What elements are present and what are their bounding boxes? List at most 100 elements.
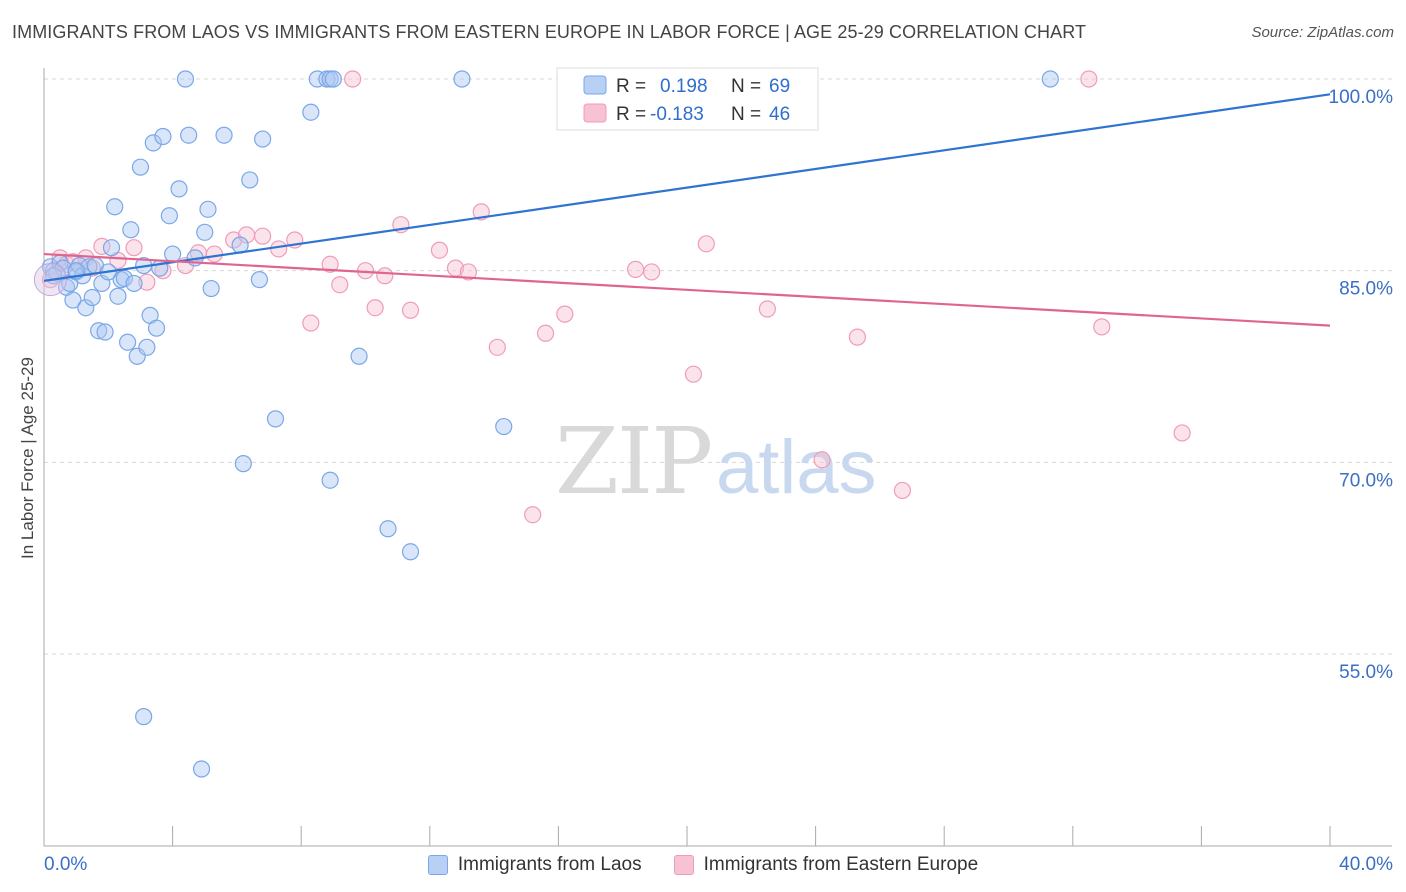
- point-eastern-europe-30: [459, 263, 477, 281]
- point-laos-57: [350, 347, 368, 365]
- watermark: ZIP atlas: [555, 408, 877, 515]
- point-laos-11: [77, 299, 95, 317]
- chart-source: Source: ZipAtlas.com: [1251, 24, 1394, 41]
- point-laos-15: [90, 322, 108, 340]
- point-laos-43: [202, 279, 220, 298]
- point-eastern-europe-40: [697, 235, 715, 253]
- point-laos-13: [83, 288, 101, 307]
- point-laos-23: [118, 333, 137, 351]
- point-laos-48: [250, 271, 269, 289]
- legend-r-value-laos: 0.198: [660, 76, 708, 97]
- watermark-zip: ZIP: [555, 408, 711, 515]
- point-laos-39: [180, 126, 198, 144]
- point-laos-27: [131, 158, 150, 176]
- axes: [43, 68, 1392, 847]
- point-eastern-europe-22: [344, 70, 362, 88]
- point-laos-35: [160, 207, 178, 225]
- trend-line-laos: [43, 93, 1331, 282]
- legend-n-value-eastern-europe: 46: [769, 104, 790, 125]
- point-laos-63: [1041, 70, 1059, 88]
- point-eastern-europe-45: [893, 481, 912, 500]
- legend-swatch-laos: [583, 75, 607, 95]
- point-eastern-europe-37: [643, 263, 661, 281]
- legend-r-label-laos: R =: [616, 76, 646, 97]
- point-laos-37: [170, 180, 188, 198]
- legend-label-laos: Immigrants from Laos: [457, 854, 642, 875]
- point-eastern-europe-13: [205, 245, 223, 263]
- legend-r-value-eastern-europe: -0.183: [650, 104, 704, 125]
- point-laos-61: [495, 417, 513, 436]
- point-eastern-europe-32: [488, 338, 506, 356]
- legend-series: Immigrants from Laos Immigrants from Eas…: [0, 852, 1406, 878]
- point-eastern-europe-17: [270, 240, 288, 258]
- point-eastern-europe-8: [125, 239, 143, 257]
- point-laos-7: [64, 291, 82, 309]
- point-laos-51: [302, 103, 320, 121]
- point-laos-47: [241, 171, 259, 189]
- point-eastern-europe-43: [813, 451, 831, 469]
- watermark-atlas: atlas: [716, 425, 877, 510]
- point-laos-20: [109, 287, 127, 305]
- y-tick-label-0: 100.0%: [1329, 87, 1394, 108]
- point-eastern-europe-35: [556, 305, 574, 323]
- point-laos-31: [144, 134, 162, 152]
- point-eastern-europe-46: [1093, 318, 1111, 336]
- data-points: [33, 70, 1191, 778]
- point-eastern-europe-48: [1080, 70, 1098, 88]
- legend-stats: R = 0.198 N = 69 R = -0.183 N = 46: [556, 67, 819, 131]
- point-laos-32: [147, 319, 166, 337]
- point-eastern-europe-34: [536, 324, 555, 342]
- point-laos-49: [254, 130, 272, 148]
- x-tick-label-left: 0.0%: [44, 854, 87, 875]
- legend-item-laos[interactable]: Immigrants from Laos: [427, 854, 642, 876]
- point-laos-59: [401, 543, 420, 561]
- point-eastern-europe-39: [684, 365, 703, 383]
- x-tick-label-right: 40.0%: [1339, 854, 1393, 875]
- legend-swatch-eastern-europe: [583, 103, 607, 123]
- point-laos-41: [196, 223, 214, 241]
- y-tick-label-1: 85.0%: [1339, 279, 1393, 300]
- chart-title: IMMIGRANTS FROM LAOS VS IMMIGRANTS FROM …: [12, 22, 1087, 42]
- point-laos-58: [379, 520, 397, 538]
- point-eastern-europe-25: [376, 267, 394, 285]
- point-laos-36: [164, 245, 182, 263]
- point-eastern-europe-42: [758, 300, 776, 318]
- point-laos-34: [154, 127, 172, 146]
- point-laos-24: [122, 221, 140, 239]
- legend-swatch-laos-bottom: [427, 855, 448, 875]
- point-eastern-europe-19: [302, 314, 320, 332]
- point-laos-25: [125, 274, 143, 293]
- legend-r-label-eastern-europe: R =: [616, 104, 646, 125]
- point-eastern-europe-33: [524, 506, 542, 524]
- legend-n-value-laos: 69: [769, 76, 790, 97]
- tick-labels: 100.0% 85.0% 70.0% 55.0% 0.0% 40.0%: [44, 87, 1393, 875]
- point-laos-17: [96, 323, 114, 341]
- point-laos-65: [192, 760, 211, 778]
- legend-n-label-laos: N =: [731, 76, 761, 97]
- gridlines: [44, 78, 1392, 655]
- point-laos-18: [102, 239, 121, 257]
- point-laos-50: [266, 410, 285, 428]
- point-eastern-europe-24: [366, 299, 384, 317]
- point-laos-42: [199, 200, 217, 218]
- point-eastern-europe-28: [430, 241, 449, 259]
- legend-label-eastern-europe: Immigrants from Eastern Europe: [703, 854, 979, 875]
- point-eastern-europe-27: [401, 301, 420, 319]
- point-laos-55: [321, 471, 339, 489]
- point-laos-38: [176, 70, 195, 88]
- trend-line-eastern-europe: [43, 252, 1331, 327]
- point-laos-19: [106, 198, 124, 216]
- point-eastern-europe-44: [848, 328, 866, 346]
- point-laos-29: [138, 338, 156, 356]
- legend-n-label-eastern-europe: N =: [731, 104, 761, 125]
- point-laos-46: [234, 455, 252, 473]
- point-eastern-europe-16: [254, 227, 272, 245]
- y-tick-label-3: 55.0%: [1339, 662, 1393, 683]
- point-eastern-europe-47: [1173, 424, 1191, 442]
- point-eastern-europe-9: [138, 273, 156, 291]
- legend-item-eastern-europe[interactable]: Immigrants from Eastern Europe: [673, 854, 979, 876]
- y-tick-label-2: 70.0%: [1339, 470, 1393, 491]
- point-laos-44: [215, 126, 233, 144]
- point-eastern-europe-20: [321, 255, 339, 273]
- trend-lines: [43, 93, 1331, 327]
